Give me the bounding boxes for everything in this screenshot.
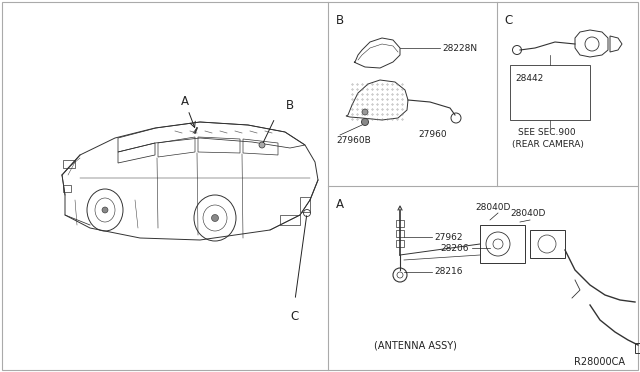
Bar (300, 197, 310, 212)
Bar (480, 225, 525, 263)
Text: 28228N: 28228N (442, 44, 477, 52)
Text: 28040D: 28040D (475, 203, 510, 212)
Text: R28000CA: R28000CA (575, 357, 625, 367)
Bar (396, 230, 404, 237)
Text: B: B (286, 99, 294, 112)
Text: 27960B: 27960B (336, 136, 371, 145)
Circle shape (362, 109, 368, 115)
Text: 27962: 27962 (434, 232, 463, 241)
Text: (ANTENNA ASSY): (ANTENNA ASSY) (374, 340, 456, 350)
Bar (63, 160, 75, 168)
Text: 28040D: 28040D (510, 209, 545, 218)
Circle shape (102, 207, 108, 213)
Text: A: A (336, 198, 344, 211)
Text: A: A (181, 95, 189, 108)
Text: C: C (291, 310, 299, 323)
Bar (280, 215, 300, 225)
Text: SEE SEC.900: SEE SEC.900 (518, 128, 575, 137)
Text: (REAR CAMERA): (REAR CAMERA) (512, 140, 584, 149)
Bar (510, 65, 590, 120)
Text: 27960: 27960 (418, 130, 447, 139)
Text: B: B (336, 14, 344, 27)
Text: 28206: 28206 (440, 244, 468, 253)
Circle shape (211, 215, 218, 221)
Text: 28442: 28442 (515, 74, 543, 83)
Bar (63, 185, 71, 192)
Circle shape (259, 142, 265, 148)
Bar (635, 343, 640, 353)
Bar (396, 220, 404, 227)
Text: C: C (504, 14, 512, 27)
Circle shape (362, 119, 369, 125)
Bar (530, 230, 565, 258)
Bar (396, 240, 404, 247)
Text: 28216: 28216 (434, 267, 463, 276)
